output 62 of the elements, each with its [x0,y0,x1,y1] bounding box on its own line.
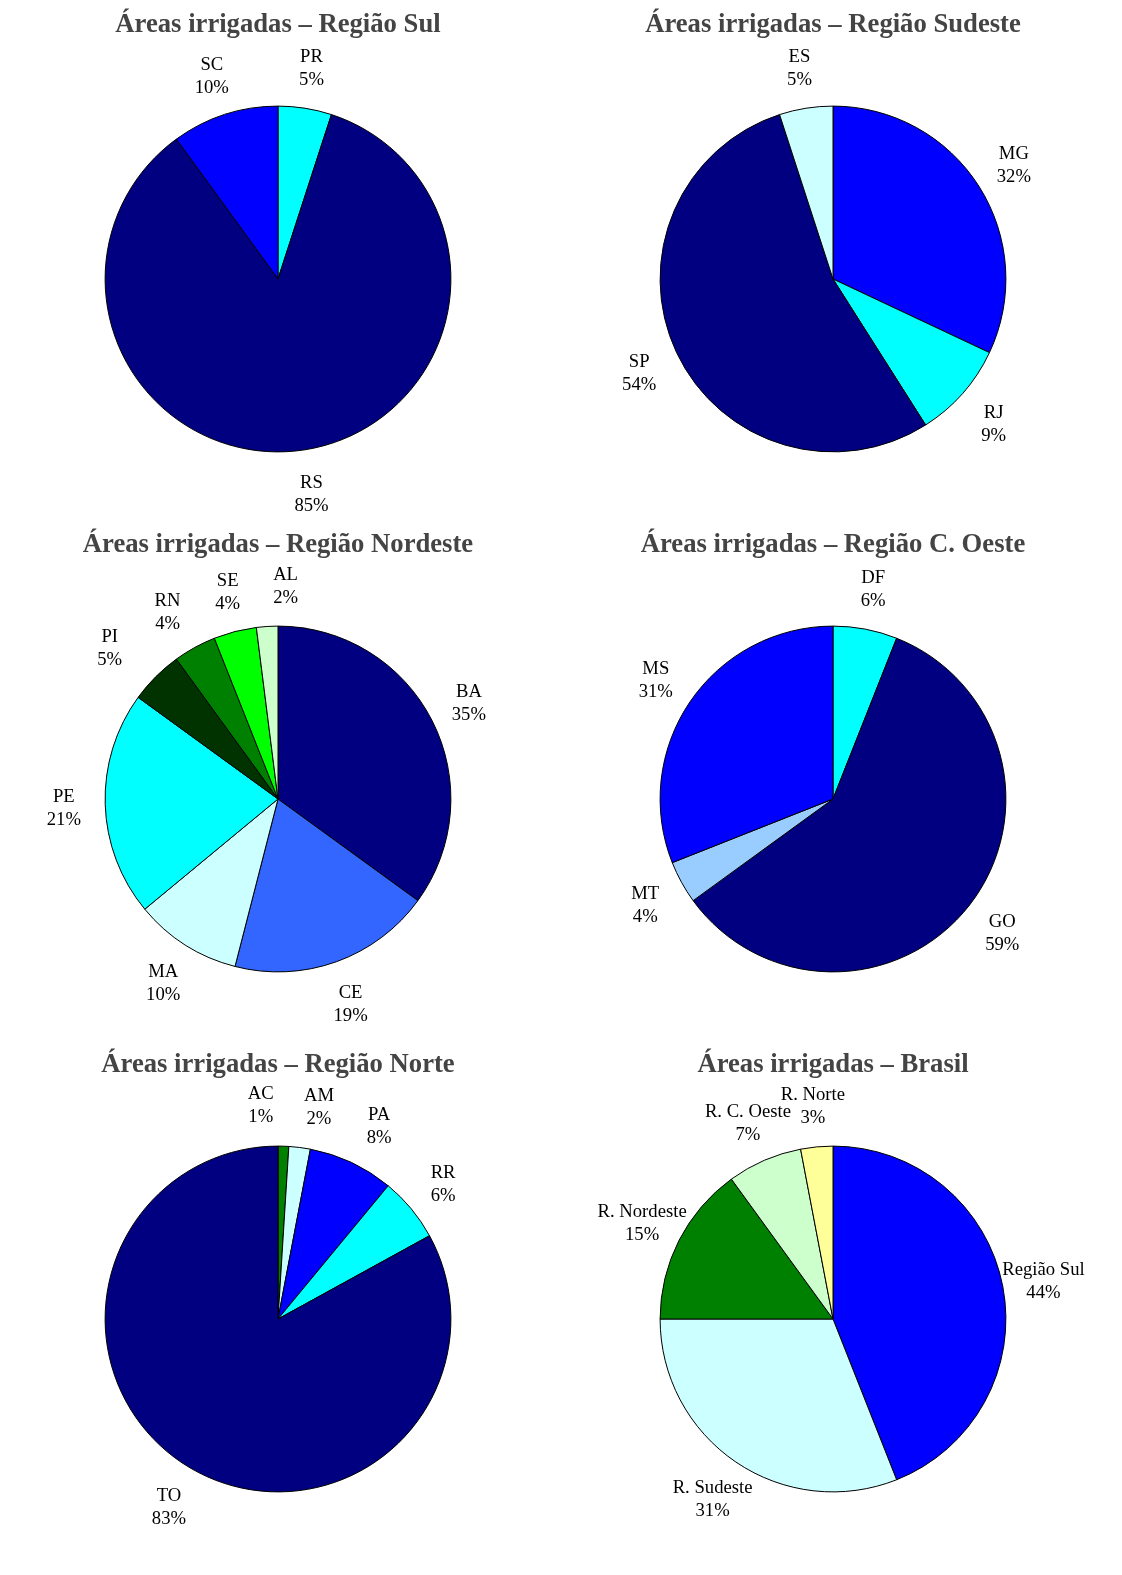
slice-label: MG [998,142,1029,164]
slice-label: AM [303,1084,335,1106]
data-label: 21% [46,807,81,829]
slice-label: Região Sul [1002,1257,1085,1279]
slice-label: SC [200,52,224,74]
data-label: 5% [299,67,324,89]
slice-label: CE [338,980,363,1002]
slice-label: TO [156,1483,182,1505]
data-label: 32% [996,165,1031,187]
chart-title: Áreas irrigadas – Brasil [697,1047,969,1078]
slice-label: RS [300,471,323,493]
data-label: 54% [622,372,657,394]
slice-label: PA [368,1102,391,1124]
data-label: 1% [248,1105,274,1127]
chart-title: Áreas irrigadas – Região C. Oeste [640,527,1026,558]
slice-label: MS [642,656,670,678]
data-label: 2% [273,585,299,607]
slice-label: R. Sudeste [672,1476,753,1498]
data-label: 31% [638,679,673,701]
slice-label: RR [430,1160,457,1182]
data-label: 5% [787,67,812,89]
data-label: 3% [800,1106,826,1128]
data-label: 44% [1026,1280,1061,1302]
slice-label: SE [216,569,239,591]
slice-label: GO [988,910,1016,932]
slice-label: PR [300,44,324,66]
slice-label: BA [455,680,483,702]
data-label: 83% [151,1506,187,1528]
chart-title: Áreas irrigadas – Região Norte [101,1047,455,1078]
slice-label: DF [861,566,886,588]
data-label: 19% [333,1003,368,1025]
data-label: 10% [146,983,181,1005]
slice-label: RN [154,588,182,610]
data-label: 4% [155,611,181,633]
slice-label: MA [148,960,179,982]
chart-title: Áreas irrigadas – Região Sudeste [645,7,1021,38]
data-label: 59% [985,933,1020,955]
slice-label: RJ [983,400,1004,422]
data-label: 10% [194,75,229,97]
slice-label: SP [628,349,650,371]
data-label: 4% [632,904,658,926]
data-label: 2% [306,1107,332,1129]
slice-label: ES [788,44,811,66]
data-label: 8% [366,1125,392,1147]
chart-title: Áreas irrigadas – Região Nordeste [82,527,474,558]
data-label: 85% [294,494,329,516]
data-label: 6% [430,1183,456,1205]
data-label: 9% [981,423,1007,445]
slice-label: R. Nordeste [597,1200,687,1222]
slice-label: MT [631,881,660,903]
data-label: 5% [97,648,123,670]
data-label: 31% [695,1499,730,1521]
data-label: 15% [625,1223,660,1245]
data-label: 6% [860,589,886,611]
data-label: 4% [215,592,241,614]
data-label: 7% [735,1123,761,1145]
data-label: 35% [451,703,486,725]
slice-label: AC [247,1082,274,1104]
slice-label: AL [273,562,299,584]
slice-label: PI [101,625,119,647]
chart-title: Áreas irrigadas – Região Sul [115,7,441,38]
slice-label: PE [52,784,75,806]
